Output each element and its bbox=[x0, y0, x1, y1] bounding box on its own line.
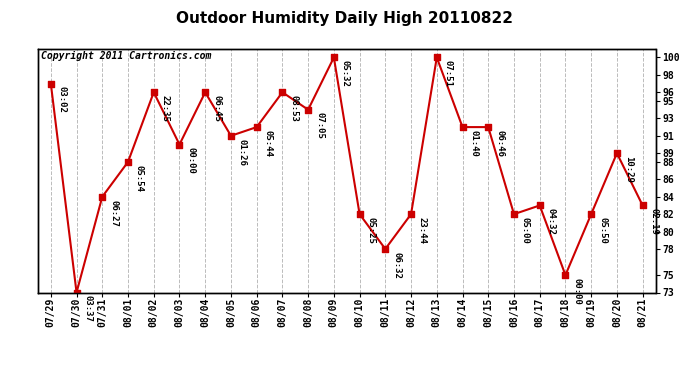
Point bbox=[97, 194, 108, 200]
Point bbox=[457, 124, 468, 130]
Point bbox=[534, 202, 545, 208]
Text: 01:26: 01:26 bbox=[238, 139, 247, 165]
Point bbox=[328, 54, 339, 60]
Point bbox=[148, 89, 159, 95]
Text: 05:25: 05:25 bbox=[366, 217, 375, 244]
Text: 02:19: 02:19 bbox=[649, 208, 658, 235]
Text: 05:50: 05:50 bbox=[598, 217, 607, 244]
Text: 23:44: 23:44 bbox=[418, 217, 427, 244]
Point bbox=[354, 211, 365, 217]
Text: 04:32: 04:32 bbox=[546, 208, 555, 235]
Point bbox=[611, 150, 622, 156]
Point bbox=[483, 124, 494, 130]
Point bbox=[303, 107, 314, 113]
Text: 06:45: 06:45 bbox=[212, 95, 221, 122]
Point bbox=[406, 211, 417, 217]
Point bbox=[199, 89, 210, 95]
Text: 05:54: 05:54 bbox=[135, 165, 144, 192]
Point bbox=[380, 246, 391, 252]
Point bbox=[71, 290, 82, 296]
Point bbox=[560, 272, 571, 278]
Point bbox=[251, 124, 262, 130]
Text: 01:40: 01:40 bbox=[469, 130, 478, 157]
Text: 03:37: 03:37 bbox=[83, 295, 92, 322]
Point bbox=[586, 211, 597, 217]
Point bbox=[226, 133, 237, 139]
Point bbox=[431, 54, 442, 60]
Point bbox=[123, 159, 134, 165]
Point bbox=[174, 141, 185, 147]
Text: 00:00: 00:00 bbox=[186, 147, 195, 174]
Text: 08:53: 08:53 bbox=[289, 95, 298, 122]
Text: 07:51: 07:51 bbox=[444, 60, 453, 87]
Text: 10:29: 10:29 bbox=[624, 156, 633, 183]
Text: Copyright 2011 Cartronics.com: Copyright 2011 Cartronics.com bbox=[41, 51, 211, 61]
Text: 03:02: 03:02 bbox=[58, 86, 67, 113]
Text: 22:35: 22:35 bbox=[161, 95, 170, 122]
Text: 00:00: 00:00 bbox=[573, 278, 582, 305]
Point bbox=[46, 81, 57, 87]
Point bbox=[637, 202, 648, 208]
Point bbox=[277, 89, 288, 95]
Point bbox=[509, 211, 520, 217]
Text: 06:27: 06:27 bbox=[109, 200, 118, 226]
Text: 05:32: 05:32 bbox=[341, 60, 350, 87]
Text: 07:05: 07:05 bbox=[315, 112, 324, 140]
Text: 05:00: 05:00 bbox=[521, 217, 530, 244]
Text: 06:32: 06:32 bbox=[393, 252, 402, 279]
Text: 05:44: 05:44 bbox=[264, 130, 273, 157]
Text: 06:46: 06:46 bbox=[495, 130, 504, 157]
Text: Outdoor Humidity Daily High 20110822: Outdoor Humidity Daily High 20110822 bbox=[177, 11, 513, 26]
